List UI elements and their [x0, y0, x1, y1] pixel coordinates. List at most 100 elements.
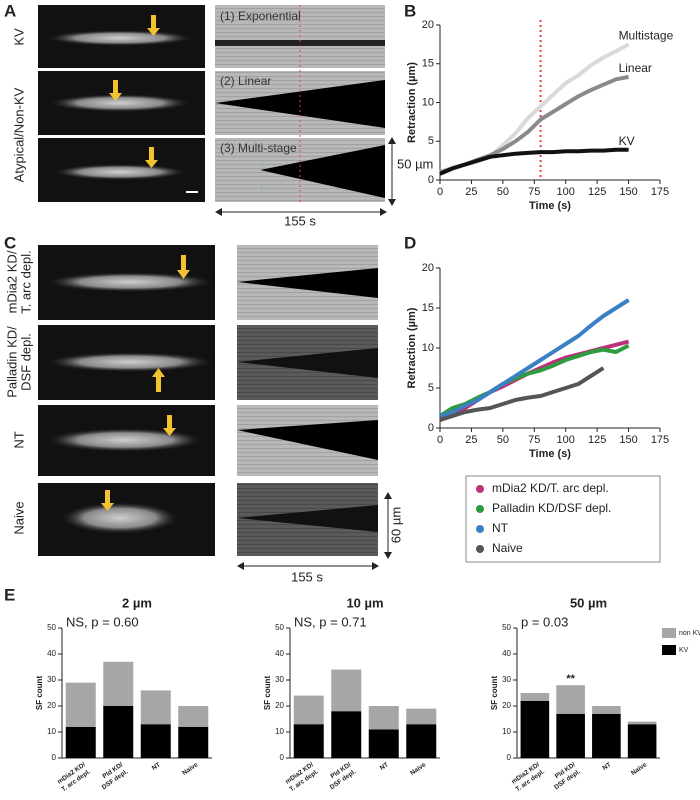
legend-marker: [476, 545, 484, 553]
y-axis-label: Retraction (µm): [406, 307, 418, 388]
row-label: T. arc depl.: [18, 250, 33, 314]
x-tick-label: 25: [465, 434, 477, 446]
chart-subtitle: NS, p = 0.71: [294, 614, 367, 629]
row-label: DSF depl.: [18, 333, 33, 391]
y-tick-label: 5: [428, 135, 434, 147]
bar-segment: [178, 706, 209, 727]
series-line: [439, 74, 629, 175]
panel-label: B: [404, 1, 416, 20]
legend-label: non KV: [679, 630, 700, 637]
x-tick-label: 125: [588, 434, 606, 446]
y-tick-label: 20: [47, 701, 56, 710]
y-axis-label: Retraction (µm): [406, 62, 418, 143]
bar-segment: [592, 706, 621, 714]
row-label: KV: [11, 28, 26, 46]
x-tick-label: 125: [588, 186, 606, 198]
y-tick-label: 50: [275, 623, 284, 632]
x-tick-label: NT: [151, 761, 162, 772]
scale-label: 155 s: [284, 213, 316, 228]
legend-label: Linear: [619, 61, 652, 75]
chart-title: 2 µm: [122, 595, 152, 610]
bar-segment: [368, 706, 399, 730]
scale-label: 155 s: [291, 569, 323, 584]
bar-segment: [103, 661, 134, 706]
bar-segment: [556, 685, 585, 714]
y-tick-label: 20: [502, 701, 511, 710]
scale-label: 50 µm: [397, 156, 433, 171]
chart-title: 10 µm: [346, 595, 383, 610]
panel-label: D: [404, 233, 416, 252]
bar-segment: [293, 695, 324, 725]
x-tick-label: NT: [601, 761, 612, 772]
bar-segment: [627, 721, 657, 725]
row-label: Palladin KD/: [4, 326, 19, 398]
x-tick-label: 175: [651, 434, 669, 446]
series-line: [439, 298, 630, 418]
y-tick-label: 10: [47, 727, 56, 736]
y-tick-label: 0: [280, 753, 285, 762]
y-tick-label: 10: [422, 342, 434, 354]
x-tick-label: 175: [651, 186, 669, 198]
x-tick-label: 100: [557, 186, 575, 198]
kymograph-label: (2) Linear: [220, 74, 271, 88]
legend-box: [465, 475, 661, 563]
x-tick-label: Naive: [630, 761, 649, 777]
legend-label: KV: [679, 647, 689, 654]
y-tick-label: 0: [52, 753, 57, 762]
legend-label: Naive: [492, 541, 523, 555]
bar-segment: [65, 682, 96, 727]
x-tick-label: 150: [619, 186, 637, 198]
x-tick-label: 0: [437, 186, 443, 198]
y-tick-label: 20: [422, 19, 434, 31]
x-tick-label: 50: [497, 434, 509, 446]
y-tick-label: 30: [502, 675, 511, 684]
legend-marker: [476, 505, 484, 513]
legend-label: mDia2 KD/T. arc depl.: [492, 481, 609, 495]
legend-marker: [476, 525, 484, 533]
legend-swatch: [662, 645, 676, 655]
y-tick-label: 30: [47, 675, 56, 684]
bar-segment: [65, 726, 96, 758]
bar-segment: [406, 708, 437, 725]
x-tick-label: 0: [437, 434, 443, 446]
y-tick-label: 5: [428, 382, 434, 394]
y-tick-label: 0: [428, 422, 434, 434]
x-tick-label: 75: [528, 434, 540, 446]
bar-segment: [520, 693, 550, 701]
x-axis-label: Time (s): [529, 200, 571, 212]
scale-label: 60 µm: [388, 507, 403, 543]
legend-label: Multistage: [619, 29, 674, 43]
kymograph-label: (1) Exponential: [220, 9, 301, 23]
bar-segment: [556, 713, 585, 758]
bar-segment: [331, 711, 362, 758]
bar-segment: [140, 724, 171, 758]
y-tick-label: 40: [502, 649, 511, 658]
kymograph-label: (3) Multi-stage: [220, 141, 297, 155]
series-line: [439, 366, 605, 422]
y-tick-label: 30: [275, 675, 284, 684]
y-axis-label: SF count: [490, 676, 499, 711]
x-tick-label: Naive: [181, 761, 200, 777]
y-tick-label: 50: [502, 623, 511, 632]
panel-label: E: [4, 585, 15, 604]
chart-subtitle: NS, p = 0.60: [66, 614, 139, 629]
y-tick-label: 15: [422, 302, 434, 314]
chart-title: 50 µm: [570, 595, 607, 610]
y-tick-label: 40: [47, 649, 56, 658]
row-label: Naive: [11, 501, 26, 534]
legend-label: Palladin KD/DSF depl.: [492, 501, 611, 515]
y-axis-label: SF count: [263, 676, 272, 711]
panel-c-images: [38, 245, 392, 570]
x-tick-label: 50: [497, 186, 509, 198]
y-tick-label: 20: [422, 262, 434, 274]
bar-segment: [627, 724, 657, 758]
bar-segment: [406, 724, 437, 758]
x-tick-label: 100: [557, 434, 575, 446]
x-tick-label: Naive: [409, 761, 428, 777]
bar-segment: [293, 724, 324, 758]
y-tick-label: 10: [275, 727, 284, 736]
chart-subtitle: p = 0.03: [521, 614, 568, 629]
row-label: Atypical/Non-KV: [11, 87, 26, 182]
